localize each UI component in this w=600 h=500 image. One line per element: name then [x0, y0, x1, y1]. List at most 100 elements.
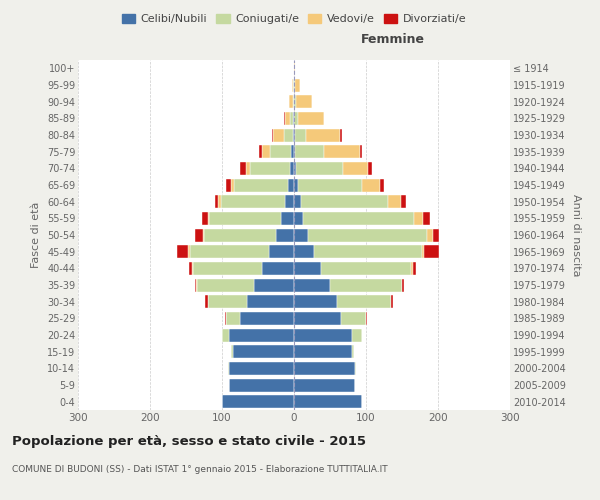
Y-axis label: Fasce di età: Fasce di età [31, 202, 41, 268]
Bar [322, 262, 412, 275]
Bar [226, 178, 232, 192]
Bar [262, 145, 269, 158]
Bar [294, 195, 301, 208]
Bar [193, 262, 262, 275]
Bar [294, 245, 314, 258]
Bar [302, 212, 414, 225]
Bar [178, 245, 188, 258]
Bar [218, 195, 221, 208]
Bar [225, 312, 226, 325]
Bar [340, 128, 341, 141]
Bar [189, 262, 193, 275]
Bar [305, 128, 340, 141]
Bar [294, 262, 322, 275]
Bar [203, 228, 204, 241]
Bar [295, 78, 301, 92]
Bar [352, 328, 362, 342]
Bar [402, 278, 404, 291]
Bar [301, 195, 388, 208]
Bar [208, 295, 247, 308]
Bar [294, 212, 302, 225]
Bar [294, 95, 296, 108]
Bar [190, 245, 269, 258]
Bar [295, 128, 305, 141]
Bar [314, 245, 422, 258]
Bar [324, 145, 360, 158]
Bar [250, 162, 290, 175]
Bar [294, 162, 296, 175]
Bar [341, 312, 366, 325]
Bar [292, 78, 293, 92]
Bar [343, 162, 368, 175]
Bar [414, 212, 423, 225]
Bar [294, 128, 295, 141]
Bar [259, 145, 262, 158]
Bar [296, 162, 343, 175]
Bar [294, 278, 330, 291]
Bar [204, 228, 276, 241]
Bar [337, 295, 391, 308]
Bar [290, 112, 293, 125]
Bar [273, 128, 284, 141]
Bar [433, 228, 439, 241]
Bar [284, 112, 290, 125]
Bar [188, 245, 190, 258]
Bar [388, 195, 401, 208]
Bar [294, 178, 298, 192]
Bar [366, 312, 367, 325]
Bar [294, 228, 308, 241]
Bar [294, 295, 337, 308]
Bar [288, 178, 294, 192]
Bar [197, 278, 254, 291]
Bar [247, 295, 294, 308]
Bar [423, 212, 430, 225]
Bar [284, 128, 293, 141]
Bar [360, 145, 362, 158]
Bar [294, 328, 352, 342]
Bar [368, 162, 372, 175]
Text: Femmine: Femmine [361, 33, 425, 46]
Bar [294, 145, 295, 158]
Bar [296, 95, 312, 108]
Bar [254, 278, 294, 291]
Bar [202, 212, 208, 225]
Y-axis label: Anni di nascita: Anni di nascita [571, 194, 581, 276]
Bar [194, 278, 196, 291]
Bar [401, 195, 406, 208]
Bar [289, 95, 293, 108]
Bar [269, 145, 291, 158]
Bar [208, 212, 209, 225]
Bar [412, 262, 413, 275]
Bar [355, 362, 356, 375]
Bar [276, 228, 294, 241]
Bar [229, 362, 294, 375]
Bar [205, 295, 208, 308]
Bar [352, 345, 354, 358]
Bar [262, 262, 294, 275]
Bar [233, 345, 294, 358]
Bar [240, 312, 294, 325]
Bar [221, 195, 286, 208]
Bar [293, 78, 294, 92]
Bar [323, 112, 324, 125]
Bar [240, 162, 246, 175]
Bar [232, 345, 233, 358]
Bar [294, 378, 355, 392]
Bar [290, 162, 294, 175]
Bar [295, 145, 324, 158]
Bar [246, 162, 250, 175]
Bar [294, 362, 355, 375]
Bar [291, 145, 294, 158]
Legend: Celibi/Nubili, Coniugati/e, Vedovi/e, Divorziati/e: Celibi/Nubili, Coniugati/e, Vedovi/e, Di… [118, 10, 470, 29]
Bar [272, 128, 273, 141]
Bar [226, 312, 240, 325]
Bar [294, 62, 295, 75]
Bar [196, 228, 203, 241]
Bar [294, 78, 295, 92]
Bar [222, 328, 229, 342]
Bar [269, 245, 294, 258]
Bar [413, 262, 416, 275]
Bar [427, 228, 433, 241]
Bar [232, 178, 234, 192]
Bar [298, 178, 362, 192]
